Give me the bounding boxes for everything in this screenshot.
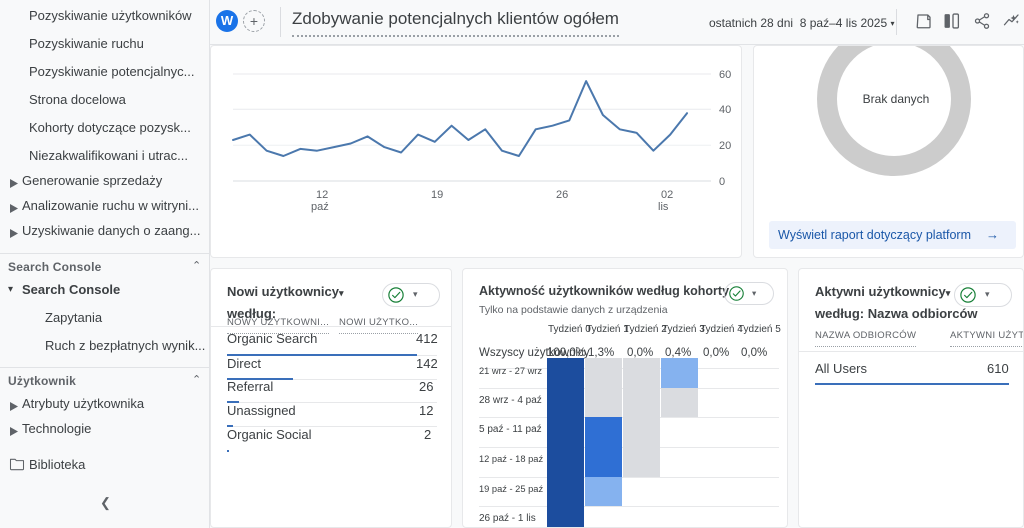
svg-text:0: 0: [719, 176, 725, 188]
svg-text:19: 19: [431, 189, 443, 201]
svg-text:20: 20: [719, 140, 731, 152]
svg-text:02: 02: [661, 189, 673, 201]
svg-text:60: 60: [719, 69, 731, 81]
svg-text:12: 12: [316, 189, 328, 201]
svg-text:40: 40: [719, 104, 731, 116]
svg-text:paź: paź: [311, 201, 329, 213]
svg-text:lis: lis: [658, 201, 669, 213]
svg-text:26: 26: [556, 189, 568, 201]
